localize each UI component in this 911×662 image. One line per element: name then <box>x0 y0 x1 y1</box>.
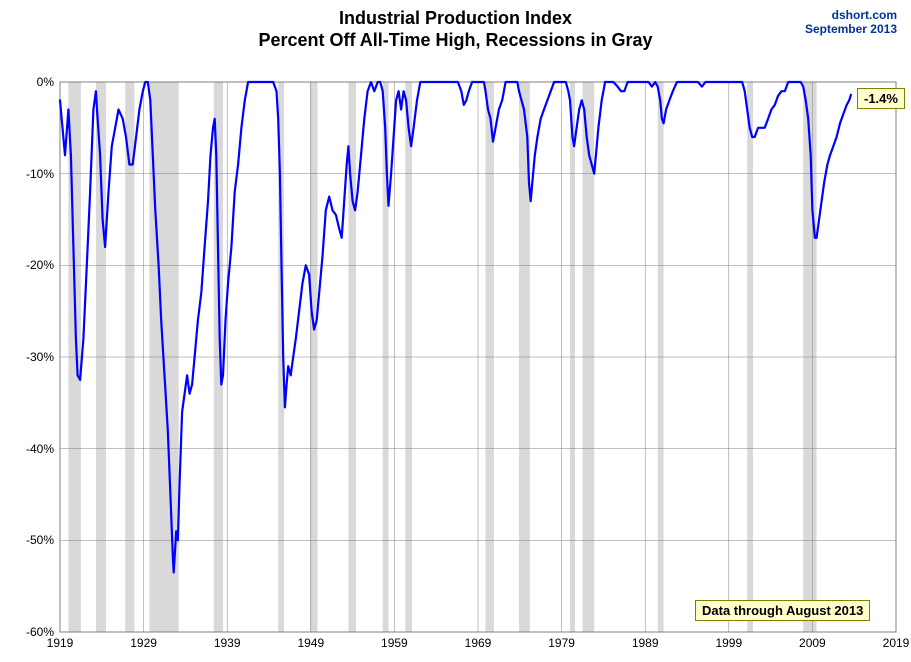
last-value-callout: -1.4% <box>857 88 905 109</box>
x-tick-label: 1969 <box>458 636 498 650</box>
x-tick-label: 2009 <box>792 636 832 650</box>
chart-container: Industrial Production Index Percent Off … <box>0 0 911 662</box>
y-tick-label: -50% <box>4 533 54 547</box>
plot-svg <box>0 0 911 662</box>
y-tick-label: 0% <box>4 75 54 89</box>
last-value-text: -1.4% <box>864 91 898 106</box>
x-tick-label: 1919 <box>40 636 80 650</box>
x-tick-label: 1989 <box>625 636 665 650</box>
y-tick-label: -10% <box>4 167 54 181</box>
y-tick-label: -30% <box>4 350 54 364</box>
data-range-callout: Data through August 2013 <box>695 600 870 621</box>
x-tick-label: 1959 <box>374 636 414 650</box>
x-tick-label: 1939 <box>207 636 247 650</box>
data-range-text: Data through August 2013 <box>702 603 863 618</box>
y-tick-label: -20% <box>4 258 54 272</box>
x-tick-label: 1929 <box>124 636 164 650</box>
y-tick-label: -40% <box>4 442 54 456</box>
x-tick-label: 2019 <box>876 636 911 650</box>
x-tick-label: 1949 <box>291 636 331 650</box>
x-tick-label: 1999 <box>709 636 749 650</box>
x-tick-label: 1979 <box>542 636 582 650</box>
